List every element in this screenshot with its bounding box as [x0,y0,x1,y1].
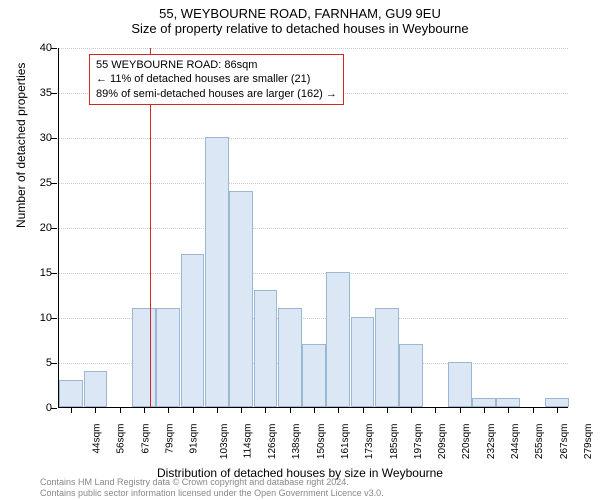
x-tick [144,407,145,413]
x-tick-label: 220sqm [462,424,473,460]
histogram-bar [254,290,278,407]
x-tick [290,407,291,413]
histogram-bar [302,344,326,407]
x-tick [314,407,315,413]
x-tick [363,407,364,413]
histogram-bar [399,344,423,407]
x-tick [557,407,558,413]
histogram-bar [84,371,108,407]
page-title-address: 55, WEYBOURNE ROAD, FARNHAM, GU9 9EU [0,6,600,21]
x-tick [265,407,266,413]
gridline [59,183,568,184]
x-tick [387,407,388,413]
x-tick [95,407,96,413]
x-tick [71,407,72,413]
annotation-line: ← 11% of detached houses are smaller (21… [96,72,337,86]
x-tick [241,407,242,413]
x-tick [435,407,436,413]
gridline [59,228,568,229]
x-tick-label: 185sqm [389,424,400,460]
x-tick [217,407,218,413]
histogram-bar [229,191,253,407]
y-axis-title: Number of detached properties [14,63,28,228]
x-tick [508,407,509,413]
y-tick-label: 0 [46,402,52,414]
x-tick-label: 150sqm [316,424,327,460]
histogram-bar [132,308,156,407]
x-tick-label: 67sqm [140,424,151,454]
x-tick [460,407,461,413]
y-tick-label: 5 [46,357,52,369]
x-tick-label: 279sqm [583,424,594,460]
gridline [59,273,568,274]
x-tick-label: 267sqm [559,424,570,460]
x-tick-label: 44sqm [92,424,103,454]
x-tick-label: 197sqm [413,424,424,460]
y-tick-label: 30 [40,132,52,144]
x-tick [411,407,412,413]
chart-area: 44sqm56sqm67sqm79sqm91sqm103sqm114sqm126… [58,48,568,408]
x-tick-label: 138sqm [292,424,303,460]
x-tick-label: 173sqm [364,424,375,460]
histogram-bar [351,317,375,407]
x-tick [533,407,534,413]
histogram-bar [181,254,205,407]
x-tick [338,407,339,413]
x-tick-label: 232sqm [486,424,497,460]
x-tick-label: 244sqm [510,424,521,460]
histogram-bar [545,398,569,407]
x-tick [120,407,121,413]
histogram-bar [375,308,399,407]
footer-attribution: Contains HM Land Registry data © Crown c… [40,477,384,498]
x-tick-label: 255sqm [534,424,545,460]
x-tick [168,407,169,413]
x-tick-label: 79sqm [165,424,176,454]
y-tick-label: 25 [40,177,52,189]
x-tick-label: 103sqm [219,424,230,460]
x-tick [193,407,194,413]
plot-region: 44sqm56sqm67sqm79sqm91sqm103sqm114sqm126… [58,48,568,408]
histogram-bar [448,362,472,407]
x-tick-label: 56sqm [116,424,127,454]
x-tick-label: 91sqm [189,424,200,454]
histogram-bar [496,398,520,407]
annotation-line: 89% of semi-detached houses are larger (… [96,87,337,101]
histogram-bar [59,380,83,407]
histogram-bar [278,308,302,407]
x-tick-label: 114sqm [242,424,253,459]
x-tick-label: 209sqm [437,424,448,460]
gridline [59,48,568,49]
histogram-bar [156,308,180,407]
y-tick-label: 20 [40,222,52,234]
gridline [59,138,568,139]
annotation-box: 55 WEYBOURNE ROAD: 86sqm← 11% of detache… [89,54,344,105]
y-tick-label: 10 [40,312,52,324]
y-tick-label: 15 [40,267,52,279]
x-tick [484,407,485,413]
footer-line1: Contains HM Land Registry data © Crown c… [40,477,384,487]
histogram-bar [205,137,229,407]
page-title-sub: Size of property relative to detached ho… [0,21,600,36]
histogram-bar [472,398,496,407]
histogram-bar [326,272,350,407]
x-tick-label: 161sqm [340,424,351,460]
annotation-line: 55 WEYBOURNE ROAD: 86sqm [96,58,337,72]
y-tick-label: 40 [40,42,52,54]
y-tick-label: 35 [40,87,52,99]
footer-line2: Contains public sector information licen… [40,488,384,498]
x-tick-label: 126sqm [267,424,278,460]
